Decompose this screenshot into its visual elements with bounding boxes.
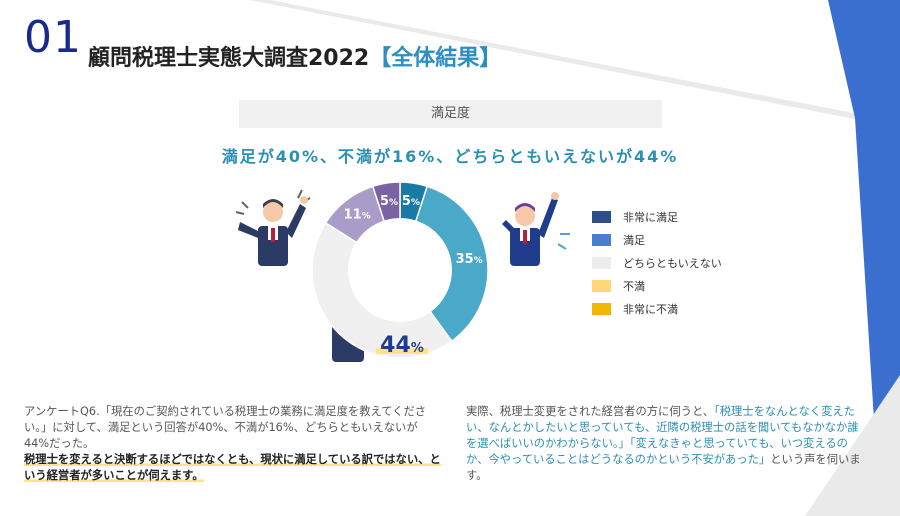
section-label: 満足度: [239, 100, 662, 128]
legend-label: どちらともいえない: [623, 256, 722, 270]
legend-label: 不満: [623, 279, 645, 293]
testimonial-quote-2: 「変えなきゃと思っていても、いつ変えるのか、今やっていることはどうなるのかという…: [466, 437, 848, 466]
happy-man-illustration: [502, 192, 570, 266]
testimonial-intro: 実際、税理士変更をされた経営者の方に伺うと、: [466, 405, 715, 418]
summary-paragraph: アンケートQ6.「現在のご契約されている税理士の業務に満足度を教えてください。」…: [24, 405, 427, 450]
legend-swatch: [592, 210, 611, 223]
legend-swatch: [592, 256, 611, 269]
legend-swatch: [592, 279, 611, 292]
slice-value-label: 5%: [380, 194, 398, 209]
legend-swatch: [592, 302, 611, 315]
frustrated-man-illustration: [235, 189, 311, 266]
testimonial-quote-1: 「税理士をなんとなく変えたい、なんとかしたいと思っていても、近隣の税理士の話を聞…: [466, 405, 859, 450]
legend-item: 非常に不満: [592, 297, 722, 320]
slice-value-label: 5%: [402, 194, 420, 209]
page-subtitle: 【全体結果】: [369, 46, 502, 71]
slice-value-label: 11%: [344, 208, 371, 223]
slice-value-label: 44%: [380, 333, 424, 358]
legend-item: 不満: [592, 274, 722, 297]
chart-headline: 満足が40%、不満が16%、どちらともいえないが44%: [221, 147, 679, 166]
section-number: 01: [24, 12, 82, 63]
legend-label: 満足: [623, 233, 645, 247]
testimonial-text: 実際、税理士変更をされた経営者の方に伺うと、「税理士をなんとなく変えたい、なんと…: [466, 404, 861, 484]
summary-highlight: 税理士を変えると決断するほどではなくとも、現状に満足している訳ではない、という経…: [24, 453, 441, 482]
legend-item: 非常に満足: [592, 205, 722, 228]
legend-item: どちらともいえない: [592, 251, 722, 274]
legend-label: 非常に不満: [623, 302, 678, 316]
legend-label: 非常に満足: [623, 210, 678, 224]
legend-swatch: [592, 233, 611, 246]
summary-text: アンケートQ6.「現在のご契約されている税理士の業務に満足度を教えてください。」…: [24, 404, 442, 484]
satisfaction-donut-chart: 5% 35% 44% 11% 5%: [311, 181, 489, 359]
legend-item: 満足: [592, 228, 722, 251]
page-title-text: 顧問税理士実態大調査2022: [88, 46, 370, 71]
slice-value-label: 35%: [456, 252, 483, 267]
value-highlight: [376, 348, 428, 354]
chart-legend: 非常に満足 満足 どちらともいえない 不満 非常に不満: [592, 205, 722, 320]
testimonial-outro: という声を伺います。: [466, 453, 861, 482]
page-title: 顧問税理士実態大調査2022【全体結果】: [88, 40, 501, 72]
donut-hole: [348, 218, 452, 322]
